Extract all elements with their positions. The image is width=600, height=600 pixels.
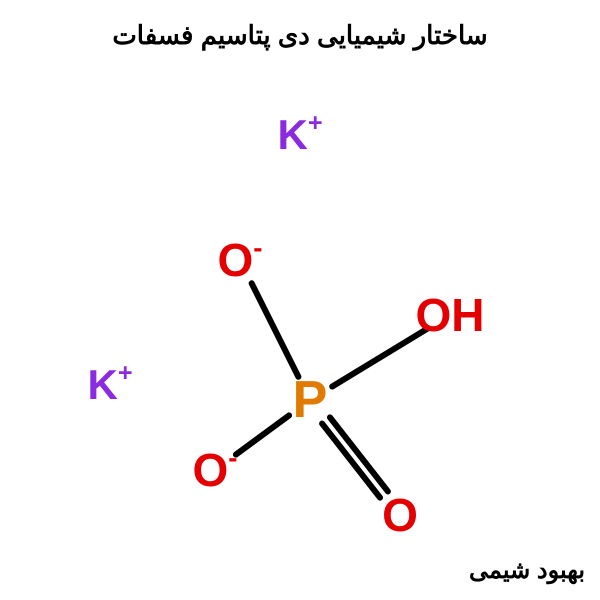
atom-charge: + — [308, 109, 323, 137]
bond-line — [330, 417, 388, 491]
atom-label: O — [193, 444, 229, 496]
atom-O_top: O- — [218, 233, 263, 287]
atom-O_left: O- — [193, 443, 238, 497]
atom-OH: OH — [416, 288, 485, 342]
bond-layer — [0, 0, 600, 600]
bond-line — [252, 283, 299, 376]
atom-label: K — [87, 361, 117, 408]
atom-label: K — [277, 111, 307, 158]
bond-line — [322, 424, 380, 498]
atom-K2: K+ — [87, 361, 132, 409]
atom-charge: - — [228, 442, 237, 473]
atom-charge: - — [253, 232, 262, 263]
atom-charge: + — [118, 359, 133, 387]
bond-line — [236, 415, 289, 454]
atom-label: O — [218, 234, 254, 286]
atom-P: P — [293, 370, 328, 430]
atom-O_dbl: O — [382, 488, 418, 542]
atom-K1: K+ — [277, 111, 322, 159]
bond-line — [332, 328, 428, 386]
